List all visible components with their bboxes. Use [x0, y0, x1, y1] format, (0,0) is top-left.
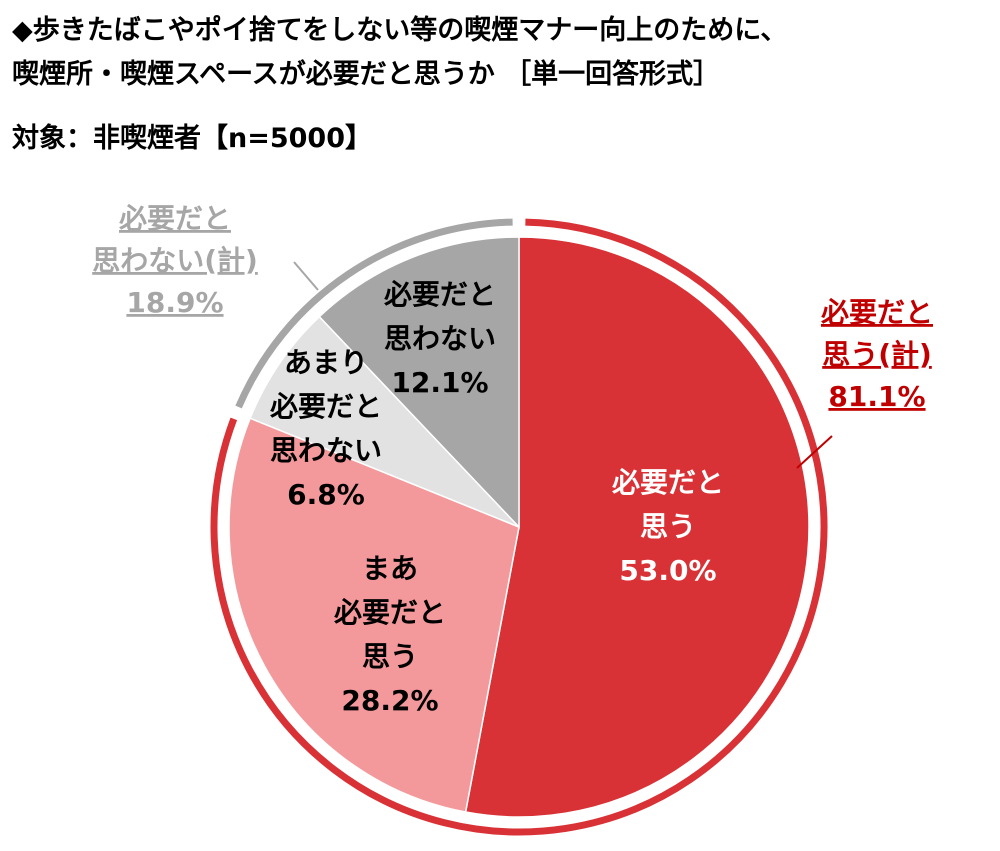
leader-line-group-0: [796, 435, 833, 469]
slice-value-label-0: 53.0%: [619, 554, 716, 587]
slice-category-label-3: 思わない: [384, 322, 496, 355]
pie-slice-3: [318, 236, 520, 529]
group-arc-0: [210, 218, 828, 836]
group-category-label-0: 必要だと: [821, 296, 933, 329]
slice-category-label-0: 必要だと: [612, 466, 724, 499]
slice-category-label-3: 必要だと: [384, 278, 496, 311]
slice-category-label-2: あまり: [284, 346, 368, 379]
pie-slice-2: [249, 315, 520, 528]
slice-value-label-1: 28.2%: [341, 684, 438, 717]
slice-value-label-3: 12.1%: [391, 366, 488, 399]
chart-title-line2: 喫煙所・喫煙スペースが必要だと思うか ［単一回答形式］: [12, 59, 721, 90]
slice-category-label-2: 思わない: [270, 434, 382, 467]
group-category-label-0: 思う(計): [822, 338, 932, 371]
leader-line-group-1: [293, 261, 319, 291]
pie-slice-1: [228, 417, 520, 813]
chart-subject: 対象：非喫煙者【n=5000】: [12, 123, 372, 154]
group-value-label-1: 18.9%: [126, 286, 223, 319]
slice-category-label-1: 必要だと: [334, 596, 446, 629]
slice-category-label-1: まあ: [362, 552, 418, 585]
chart-title-line1: ◆歩きたばこやポイ捨てをしない等の喫煙マナー向上のために、: [12, 15, 788, 46]
group-category-label-1: 必要だと: [119, 202, 231, 235]
pie-slice-0: [464, 236, 810, 818]
slice-labels: 必要だと思う53.0%まあ必要だと思う28.2%あまり必要だと思わない6.8%必…: [270, 278, 724, 717]
slice-value-label-2: 6.8%: [287, 478, 365, 511]
group-category-label-1: 思わない(計): [92, 244, 258, 277]
slice-category-label-2: 必要だと: [270, 390, 382, 423]
group-value-label-0: 81.1%: [828, 380, 925, 413]
group-arc-1: [235, 218, 513, 409]
slice-category-label-1: 思う: [362, 640, 418, 673]
slice-category-label-0: 思う: [640, 510, 696, 543]
group-arcs: [210, 218, 828, 836]
pie-slices: [228, 236, 810, 818]
